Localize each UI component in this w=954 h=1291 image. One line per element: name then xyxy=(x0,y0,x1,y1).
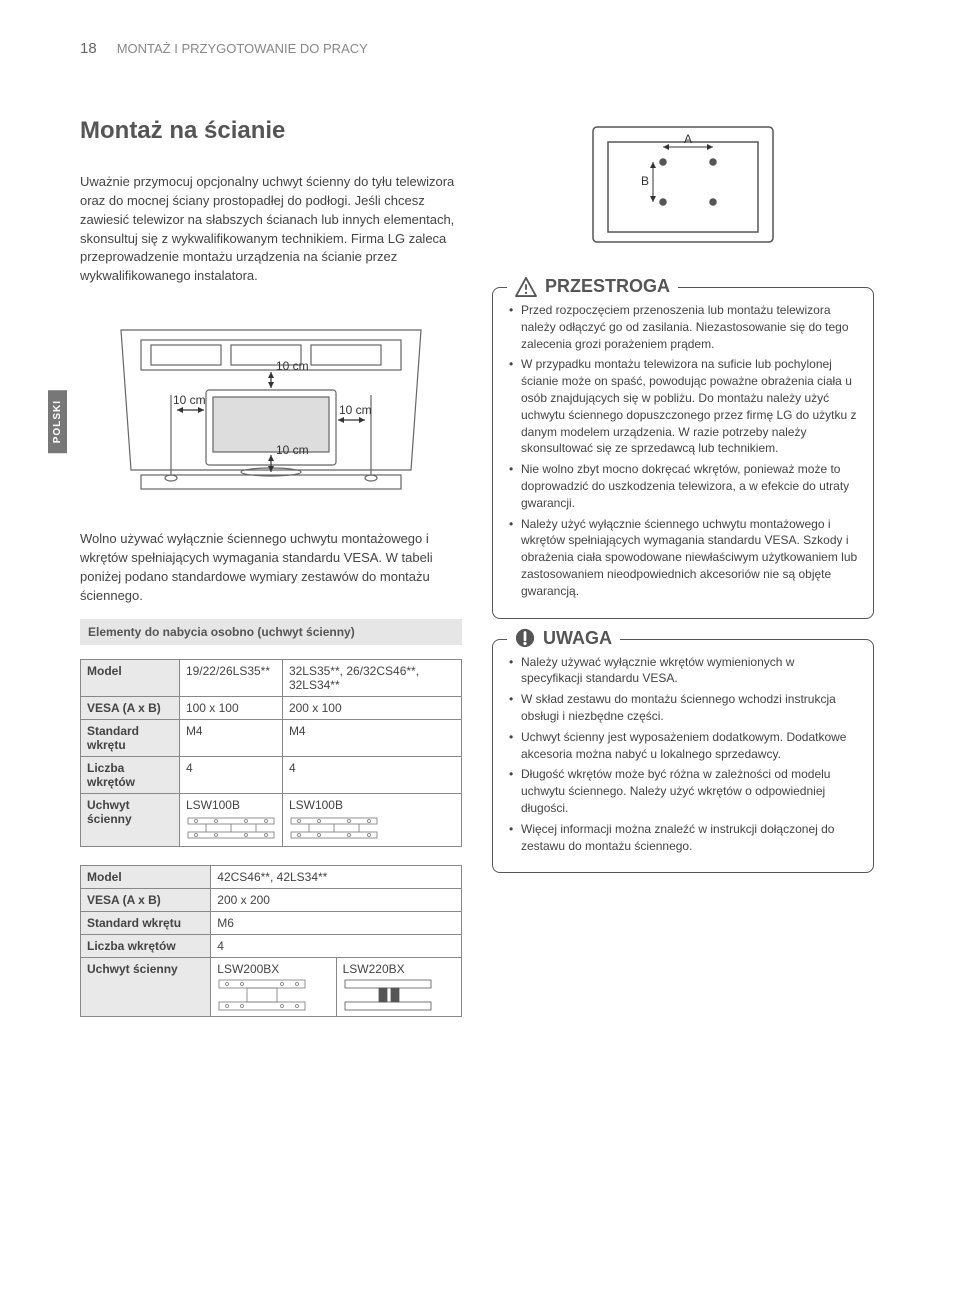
left-column: Montaż na ścianie Uważnie przymocuj opcj… xyxy=(80,117,462,1035)
caution-box: PRZESTROGA Przed rozpoczęciem przenoszen… xyxy=(492,287,874,619)
warning-triangle-icon xyxy=(515,277,537,297)
t1-col2-screw: M4 xyxy=(282,720,461,757)
right-column: A B PRZESTROGA Przed rozpoczęciem przeno… xyxy=(492,117,874,1035)
clearance-top: 10 cm xyxy=(276,359,309,373)
spec-table-2: Model 42CS46**, 42LS34** VESA (A x B) 20… xyxy=(80,865,462,1017)
label-b: B xyxy=(641,174,649,188)
language-tab: POLSKI xyxy=(48,390,67,453)
note-item: Uchwyt ścienny jest wyposażeniem dodatko… xyxy=(507,729,859,763)
row-label-vesa: VESA (A x B) xyxy=(81,889,211,912)
row-label-bracket: Uchwyt ścienny xyxy=(81,958,211,1017)
t2-col2-bracket: LSW220BX xyxy=(336,958,461,1017)
note-box: UWAGA Należy używać wyłącznie wkrętów wy… xyxy=(492,639,874,874)
vesa-paragraph: Wolno używać wyłącznie ściennego uchwytu… xyxy=(80,530,462,605)
clearance-right: 10 cm xyxy=(339,403,372,417)
t1-col1-qty: 4 xyxy=(179,757,282,794)
row-label-qty: Liczba wkrętów xyxy=(81,757,180,794)
note-title: UWAGA xyxy=(507,628,620,649)
note-item: W skład zestawu do montażu ściennego wch… xyxy=(507,691,859,725)
bracket-code-4: LSW220BX xyxy=(343,962,405,976)
t1-col1-model: 19/22/26LS35** xyxy=(179,660,282,697)
t1-col2-model: 32LS35**, 26/32CS46**, 32LS34** xyxy=(282,660,461,697)
bracket-icon xyxy=(217,978,307,1012)
page-header: 18 MONTAŻ I PRZYGOTOWANIE DO PRACY xyxy=(80,40,874,57)
bracket-code-1: LSW100B xyxy=(186,798,240,812)
caution-title-text: PRZESTROGA xyxy=(545,276,670,297)
bracket-icon xyxy=(343,978,433,1012)
note-list: Należy używać wyłącznie wkrętów wymienio… xyxy=(507,654,859,855)
vesa-ab-diagram: A B xyxy=(573,117,793,257)
caution-list: Przed rozpoczęciem przenoszenia lub mont… xyxy=(507,302,859,600)
note-item: Więcej informacji można znaleźć w instru… xyxy=(507,821,859,855)
bracket-icon xyxy=(289,814,379,842)
label-a: A xyxy=(684,132,692,146)
table-caption: Elementy do nabycia osobno (uchwyt ścien… xyxy=(80,619,462,645)
caution-title: PRZESTROGA xyxy=(507,276,678,297)
t2-qty: 4 xyxy=(211,935,462,958)
row-label-vesa: VESA (A x B) xyxy=(81,697,180,720)
t1-col1-screw: M4 xyxy=(179,720,282,757)
page-number: 18 xyxy=(80,40,97,57)
intro-paragraph: Uważnie przymocuj opcjonalny uchwyt ście… xyxy=(80,173,462,286)
clearance-diagram: 10 cm 10 cm 10 cm 10 cm xyxy=(111,300,431,500)
caution-item: Należy użyć wyłącznie ściennego uchwytu … xyxy=(507,516,859,600)
t1-col1-bracket: LSW100B xyxy=(179,794,282,847)
clearance-bottom: 10 cm xyxy=(276,443,309,457)
row-label-qty: Liczba wkrętów xyxy=(81,935,211,958)
t1-col2-bracket: LSW100B xyxy=(282,794,461,847)
t1-col2-vesa: 200 x 100 xyxy=(282,697,461,720)
t1-col2-qty: 4 xyxy=(282,757,461,794)
note-title-text: UWAGA xyxy=(543,628,612,649)
t2-col1-bracket: LSW200BX xyxy=(211,958,336,1017)
section-title: MONTAŻ I PRZYGOTOWANIE DO PRACY xyxy=(117,41,368,56)
bracket-code-3: LSW200BX xyxy=(217,962,279,976)
row-label-screw: Standard wkrętu xyxy=(81,720,180,757)
t2-vesa: 200 x 200 xyxy=(211,889,462,912)
row-label-screw: Standard wkrętu xyxy=(81,912,211,935)
spec-table-1: Model 19/22/26LS35** 32LS35**, 26/32CS46… xyxy=(80,659,462,847)
note-item: Należy używać wyłącznie wkrętów wymienio… xyxy=(507,654,859,688)
row-label-model: Model xyxy=(81,660,180,697)
t1-col1-vesa: 100 x 100 xyxy=(179,697,282,720)
caution-item: W przypadku montażu telewizora na sufici… xyxy=(507,356,859,457)
t2-screw: M6 xyxy=(211,912,462,935)
info-exclaim-icon xyxy=(515,628,535,648)
t2-model: 42CS46**, 42LS34** xyxy=(211,866,462,889)
caution-item: Nie wolno zbyt mocno dokręcać wkrętów, p… xyxy=(507,461,859,511)
bracket-code-2: LSW100B xyxy=(289,798,343,812)
caution-item: Przed rozpoczęciem przenoszenia lub mont… xyxy=(507,302,859,352)
row-label-bracket: Uchwyt ścienny xyxy=(81,794,180,847)
row-label-model: Model xyxy=(81,866,211,889)
note-item: Długość wkrętów może być różna w zależno… xyxy=(507,766,859,816)
page-title: Montaż na ścianie xyxy=(80,117,462,145)
bracket-icon xyxy=(186,814,276,842)
clearance-left: 10 cm xyxy=(173,393,206,407)
